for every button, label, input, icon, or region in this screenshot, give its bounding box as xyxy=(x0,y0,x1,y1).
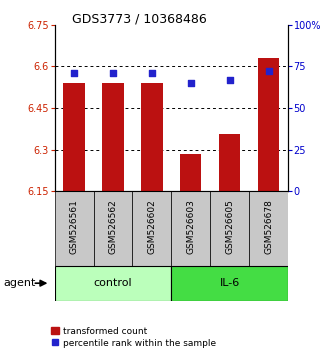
Text: GDS3773 / 10368486: GDS3773 / 10368486 xyxy=(71,12,207,25)
Text: IL-6: IL-6 xyxy=(219,278,240,288)
Text: control: control xyxy=(94,278,132,288)
Text: GSM526561: GSM526561 xyxy=(70,199,78,254)
Point xyxy=(227,77,232,82)
Bar xyxy=(219,134,240,191)
Point xyxy=(266,69,271,74)
Bar xyxy=(258,58,279,191)
Bar xyxy=(171,191,210,266)
Bar xyxy=(55,266,171,301)
Bar xyxy=(132,191,171,266)
Text: GSM526603: GSM526603 xyxy=(186,199,195,254)
Text: GSM526678: GSM526678 xyxy=(264,199,273,254)
Bar xyxy=(102,83,124,191)
Point xyxy=(110,70,116,76)
Bar xyxy=(63,83,85,191)
Legend: transformed count, percentile rank within the sample: transformed count, percentile rank withi… xyxy=(51,327,216,348)
Text: agent: agent xyxy=(3,278,36,288)
Bar xyxy=(171,266,288,301)
Bar xyxy=(180,154,202,191)
Text: GSM526602: GSM526602 xyxy=(147,199,156,254)
Bar xyxy=(55,191,93,266)
Point xyxy=(149,70,155,76)
Point xyxy=(71,70,77,76)
Point xyxy=(188,80,193,86)
Bar xyxy=(141,83,163,191)
Text: GSM526562: GSM526562 xyxy=(109,199,118,254)
Bar xyxy=(249,191,288,266)
Bar xyxy=(210,191,249,266)
Text: GSM526605: GSM526605 xyxy=(225,199,234,254)
Bar xyxy=(93,191,132,266)
